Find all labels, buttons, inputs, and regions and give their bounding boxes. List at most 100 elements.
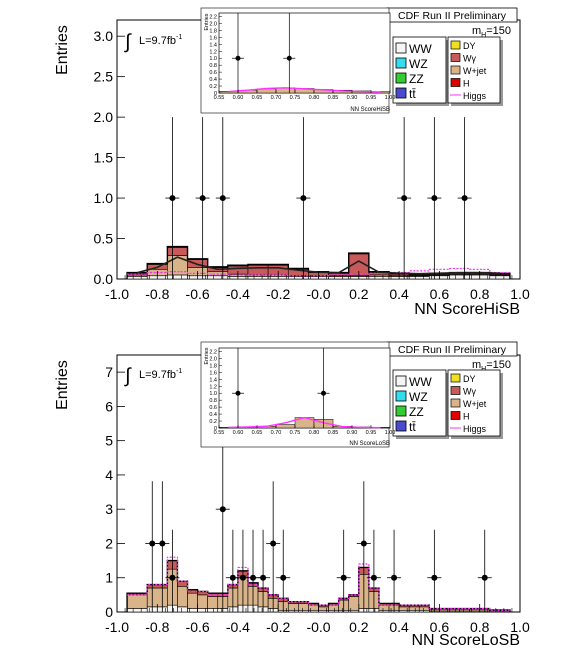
luminosity-exponent: -1 bbox=[176, 368, 182, 375]
hist-bar-wjet bbox=[308, 604, 319, 611]
hist-bar-wjet bbox=[318, 606, 329, 611]
x-tick-label: -0.8 bbox=[145, 286, 169, 302]
data-point bbox=[387, 529, 402, 612]
data-point bbox=[427, 529, 442, 612]
mass-subscript: H bbox=[481, 32, 486, 39]
legend-swatch bbox=[450, 386, 461, 395]
inset-x-axis-label: NN ScoreHiSB bbox=[350, 107, 390, 113]
inset-y-tick-label: 1.6 bbox=[209, 35, 217, 41]
x-tick-label: -1.0 bbox=[105, 619, 129, 635]
inset-x-tick-label: 0.55 bbox=[214, 430, 225, 436]
x-tick-label: -0.4 bbox=[226, 619, 250, 635]
inset-x-tick-label: 0.80 bbox=[309, 430, 320, 436]
data-marker bbox=[360, 540, 367, 547]
hist-bar-w bbox=[167, 247, 188, 256]
x-tick-label: -1.0 bbox=[105, 286, 129, 302]
data-marker bbox=[431, 195, 438, 202]
higgs-mass-label: mH=150 bbox=[472, 25, 511, 39]
data-point bbox=[215, 117, 230, 279]
y-tick-label: 2 bbox=[105, 535, 113, 551]
inset-y-tick-label: 0.4 bbox=[209, 412, 217, 418]
data-point bbox=[266, 481, 281, 612]
luminosity-text: L=9.7fb bbox=[139, 369, 176, 381]
data-marker bbox=[300, 195, 307, 202]
data-marker bbox=[149, 540, 156, 547]
inset-y-tick-label: 1.6 bbox=[209, 370, 217, 376]
hist-bar-w bbox=[247, 264, 269, 276]
y-tick-label: 6 bbox=[105, 398, 113, 414]
inset-y-tick-label: 0.6 bbox=[209, 70, 217, 76]
y-tick-label: 3.0 bbox=[94, 28, 114, 44]
inset-x-tick-label: 0.70 bbox=[271, 95, 282, 101]
data-point bbox=[397, 117, 412, 279]
inset-plot-area bbox=[218, 12, 391, 94]
inset-y-tick-label: 1.2 bbox=[209, 49, 217, 55]
hist-bar-wjet bbox=[197, 594, 208, 609]
inset-y-tick-label: 0.8 bbox=[209, 63, 217, 69]
legend-swatch bbox=[450, 78, 461, 87]
hist-bar-wjet bbox=[287, 603, 299, 611]
higgs-mass-label: mH=150 bbox=[472, 359, 511, 373]
inset-x-tick-label: 0.85 bbox=[328, 95, 339, 101]
x-tick-label: 0.6 bbox=[430, 619, 450, 635]
legend-label: Wγ bbox=[463, 54, 476, 64]
legend-label: Wγ bbox=[463, 387, 476, 397]
inset-x-tick-label: 0.75 bbox=[290, 430, 301, 436]
data-marker bbox=[199, 195, 206, 202]
legend-label: Higgs bbox=[463, 424, 487, 434]
hist-bar-wjet bbox=[418, 606, 430, 611]
legend-label: W+jet bbox=[463, 399, 487, 409]
data-point bbox=[215, 436, 230, 612]
data-marker bbox=[169, 574, 176, 581]
legend-label: ZZ bbox=[409, 405, 424, 419]
hist-bar-wjet bbox=[328, 604, 339, 611]
inset-y-axis-label: Entries bbox=[204, 347, 210, 364]
inset-higgs-line bbox=[228, 416, 381, 429]
data-point bbox=[165, 529, 180, 612]
data-marker bbox=[481, 574, 488, 581]
inset-y-tick-label: 0.8 bbox=[209, 398, 217, 404]
data-marker bbox=[169, 195, 176, 202]
hist-bar-ww bbox=[287, 276, 309, 280]
y-tick-label: 1.5 bbox=[94, 150, 114, 166]
legend-label: tt̄ bbox=[409, 420, 416, 434]
luminosity-label: L=9.7fb-1 bbox=[139, 368, 182, 381]
inset-y-tick-label: 1.4 bbox=[209, 42, 217, 48]
data-marker bbox=[370, 574, 377, 581]
luminosity-text: L=9.7fb bbox=[139, 35, 176, 47]
data-point bbox=[457, 117, 472, 279]
inset-x-tick-label: 0.95 bbox=[366, 95, 377, 101]
legend-label: WZ bbox=[409, 390, 428, 404]
x-tick-label: -0.0 bbox=[306, 286, 330, 302]
data-point bbox=[195, 117, 210, 279]
inset-x-tick-label: 0.90 bbox=[347, 430, 358, 436]
x-tick-label: 0.2 bbox=[349, 619, 369, 635]
y-tick-label: 0.0 bbox=[94, 271, 114, 287]
legend-swatch bbox=[395, 405, 407, 417]
hist-bar-wjet bbox=[177, 585, 188, 608]
inset-y-tick-label: 0.2 bbox=[209, 419, 217, 425]
inset-plot-area bbox=[218, 347, 391, 429]
inset-x-tick-label: 0.60 bbox=[233, 95, 244, 101]
legend-label: tt̄ bbox=[409, 87, 416, 101]
x-tick-label: 0.4 bbox=[389, 286, 409, 302]
legend-label: DY bbox=[463, 374, 476, 384]
hist-bar-wjet bbox=[378, 604, 390, 611]
x-tick-label: -0.6 bbox=[186, 286, 210, 302]
hist-bar-wjet bbox=[408, 606, 420, 611]
legend-label: H bbox=[463, 412, 470, 422]
data-point bbox=[276, 529, 291, 612]
y-tick-label: 2.5 bbox=[94, 69, 114, 85]
data-marker bbox=[260, 574, 267, 581]
inset-y-tick-label: 0.4 bbox=[209, 77, 217, 83]
y-tick-label: 7 bbox=[105, 364, 113, 380]
chart-panel-1: -1.0 -0.8 -0.6 -0.4 -0.2 -0.0 0.2 0.4 0.6 0.8 1.00… bbox=[54, 7, 530, 318]
legend-swatch bbox=[395, 42, 407, 54]
inset-y-tick-label: 2.2 bbox=[209, 14, 217, 20]
inset-y-tick-label: 1.0 bbox=[209, 391, 217, 397]
x-tick-label: -0.0 bbox=[306, 619, 330, 635]
x-tick-label: -0.2 bbox=[266, 286, 290, 302]
data-point bbox=[155, 481, 170, 612]
data-marker bbox=[229, 574, 236, 581]
